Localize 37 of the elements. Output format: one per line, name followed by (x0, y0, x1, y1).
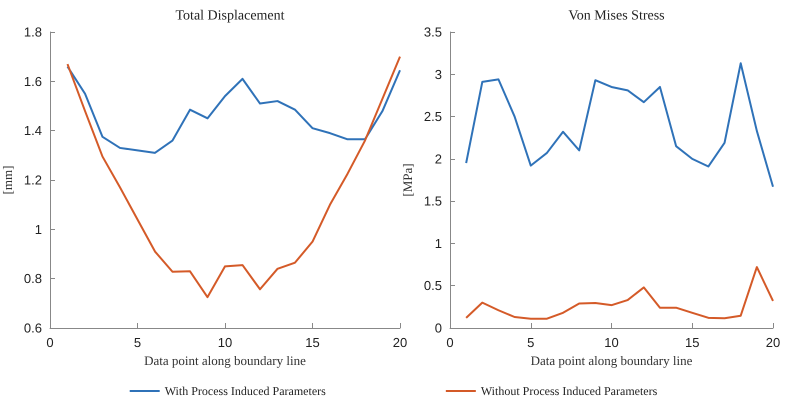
y-tick-label: 2.5 (424, 109, 442, 124)
y-tick-label: 1.4 (24, 123, 42, 138)
y-tick-label: 1.5 (424, 194, 442, 209)
x-axis-title: Data point along boundary line (530, 352, 693, 368)
line-series (465, 266, 774, 320)
x-tick-label: 5 (527, 335, 534, 350)
line-series (465, 62, 774, 188)
y-tick-label: 0.6 (24, 320, 42, 336)
y-tick-label: 0 (434, 320, 442, 336)
y-tick-label: 1 (434, 236, 442, 251)
y-tick-label: 3.5 (424, 24, 442, 40)
x-tick-label: 15 (685, 335, 700, 350)
chart-title: Total Displacement (175, 8, 285, 24)
y-tick-label: 1.2 (24, 172, 42, 188)
y-tick-label: 0.8 (24, 271, 42, 286)
y-tick-label: 2 (434, 151, 442, 166)
y-tick-label: 1.8 (24, 24, 42, 40)
x-tick-label: 0 (46, 335, 54, 350)
x-tick-label: 10 (218, 335, 232, 350)
x-tick-label: 5 (134, 335, 142, 350)
x-tick-label: 20 (766, 335, 780, 350)
y-tick-label: 3 (434, 66, 442, 82)
y-tick-label: 1 (34, 222, 42, 237)
legend-label: With Process Induced Parameters (164, 384, 326, 398)
y-axis-title: [mm] (0, 166, 15, 194)
x-tick-label: 10 (604, 335, 619, 350)
y-axis-title: [MPa] (400, 163, 415, 197)
x-tick-label: 20 (392, 335, 408, 350)
x-axis-title: Data point along boundary line (144, 352, 306, 368)
line-series (66, 56, 401, 298)
x-tick-label: 15 (305, 335, 320, 350)
y-tick-label: 0.5 (424, 278, 442, 294)
line-series (66, 66, 401, 154)
x-tick-label: 0 (446, 335, 454, 350)
legend-label: Without Process Induced Parameters (480, 384, 658, 398)
y-tick-label: 1.6 (24, 74, 42, 89)
chart-title: Von Mises Stress (568, 8, 665, 24)
